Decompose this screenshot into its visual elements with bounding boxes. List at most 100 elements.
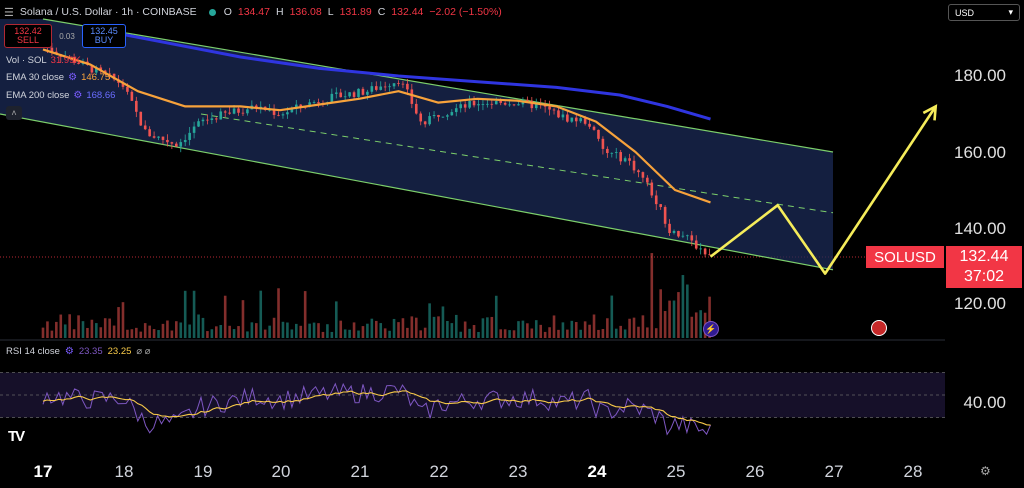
- projection-line: [709, 105, 937, 275]
- candle-body: [454, 108, 458, 113]
- candle-body: [290, 108, 294, 113]
- candle-body: [241, 112, 245, 114]
- candle-body: [197, 121, 200, 127]
- symbol-header[interactable]: ☰ Solana / U.S. Dollar · 1h · COINBASE O…: [4, 4, 502, 20]
- volume-bar: [690, 316, 694, 338]
- volume-legend[interactable]: Vol · SOL 31.99K: [6, 55, 81, 66]
- volume-bar: [508, 330, 511, 338]
- candle-body: [370, 86, 374, 92]
- channel-layer: [0, 18, 834, 271]
- candle-body: [312, 102, 316, 103]
- candle-body: [277, 114, 280, 116]
- candle-body: [597, 129, 600, 139]
- candle-body: [95, 67, 98, 73]
- volume-bar: [588, 324, 591, 338]
- us-flag-event-icon[interactable]: [871, 320, 887, 336]
- rsi-layer: [0, 372, 945, 436]
- candle-body: [308, 102, 311, 108]
- candle-body: [512, 104, 516, 106]
- candle-body: [348, 92, 351, 97]
- volume-bar: [574, 322, 578, 338]
- volume-bar: [179, 322, 183, 338]
- volume-bar: [419, 330, 423, 338]
- volume-bar: [343, 329, 347, 338]
- volume-bar: [72, 329, 76, 338]
- ohlc-high-label: H: [276, 6, 284, 18]
- candle-body: [397, 83, 400, 85]
- candle-body: [148, 129, 151, 137]
- ohlc-open: 134.47: [237, 6, 270, 18]
- volume-bar: [423, 327, 427, 338]
- candle-body: [334, 92, 338, 94]
- x-tick-label: 18: [114, 462, 134, 481]
- candle-body: [423, 121, 427, 125]
- volume-bar: [454, 314, 458, 338]
- candle-body: [419, 113, 423, 122]
- volume-bar: [352, 322, 356, 338]
- volume-bar: [477, 331, 480, 338]
- rsi-band-fill: [0, 372, 945, 418]
- rsi-legend[interactable]: RSI 14 close ⚙ 23.35 23.25 ⌀ ⌀: [6, 346, 151, 357]
- candle-body: [619, 152, 622, 162]
- indicator-settings-icon[interactable]: ⚙: [68, 72, 78, 83]
- candle-body: [90, 64, 94, 73]
- candle-body: [135, 100, 138, 112]
- volume-layer: [41, 253, 711, 338]
- volume-bar: [646, 327, 649, 338]
- candle-body: [99, 67, 103, 71]
- candle-body: [552, 109, 556, 111]
- candle-body: [490, 103, 494, 105]
- volume-bar: [219, 324, 223, 338]
- x-tick-label: 27: [824, 462, 844, 481]
- volume-bar: [610, 295, 614, 338]
- candle-body: [157, 136, 160, 138]
- candle-body: [650, 182, 654, 196]
- volume-bar: [250, 322, 254, 338]
- volume-bar: [517, 321, 520, 338]
- candle-body: [646, 177, 649, 183]
- volume-bar: [148, 325, 151, 338]
- ema30-line: [42, 48, 711, 204]
- sell-button[interactable]: 132.42 SELL: [4, 24, 52, 48]
- collapse-legend-chevron-up-icon[interactable]: ˄: [6, 106, 22, 120]
- channel-fill: [0, 19, 833, 270]
- symbol-title: Solana / U.S. Dollar · 1h · COINBASE: [19, 6, 197, 18]
- volume-bar: [463, 321, 467, 338]
- candle-body: [228, 112, 231, 114]
- grid-layer: [0, 256, 945, 341]
- lightning-event-icon[interactable]: ⚡: [703, 321, 719, 337]
- menu-icon[interactable]: ☰: [4, 6, 14, 19]
- volume-bar: [521, 320, 525, 338]
- candle-layer: [41, 42, 711, 258]
- ema200-line: [82, 25, 711, 121]
- candle-body: [272, 109, 276, 115]
- currency-select[interactable]: USD ▾: [948, 4, 1020, 21]
- volume-bar: [81, 321, 85, 338]
- candle-body: [566, 114, 569, 122]
- volume-bar: [263, 329, 267, 338]
- candle-body: [463, 104, 467, 108]
- volume-bar: [659, 289, 662, 338]
- volume-bar: [623, 329, 627, 338]
- indicator-settings-icon[interactable]: ⚙: [73, 90, 83, 101]
- buy-button[interactable]: 132.45 BUY: [82, 24, 126, 48]
- volume-bar: [308, 323, 311, 338]
- volume-bar: [59, 314, 63, 338]
- ema200-legend[interactable]: EMA 200 close ⚙ 168.66: [6, 90, 115, 101]
- volume-bar: [130, 329, 134, 338]
- bar-countdown: 37:02: [963, 268, 1005, 285]
- candle-body: [343, 96, 347, 98]
- volume-bar: [437, 316, 440, 338]
- candle-body: [508, 104, 511, 106]
- indicator-settings-icon[interactable]: ⚙: [64, 346, 74, 357]
- volume-bar: [77, 315, 80, 338]
- ema30-legend[interactable]: EMA 30 close ⚙ 146.75: [6, 72, 110, 83]
- volume-label: Vol · SOL: [6, 55, 47, 66]
- y-tick-label: 140.00: [954, 219, 1006, 238]
- volume-bar: [548, 327, 551, 338]
- volume-bar: [161, 323, 165, 338]
- candle-body: [486, 103, 489, 105]
- candle-body: [637, 170, 640, 173]
- gear-icon[interactable]: ⚙: [980, 464, 991, 478]
